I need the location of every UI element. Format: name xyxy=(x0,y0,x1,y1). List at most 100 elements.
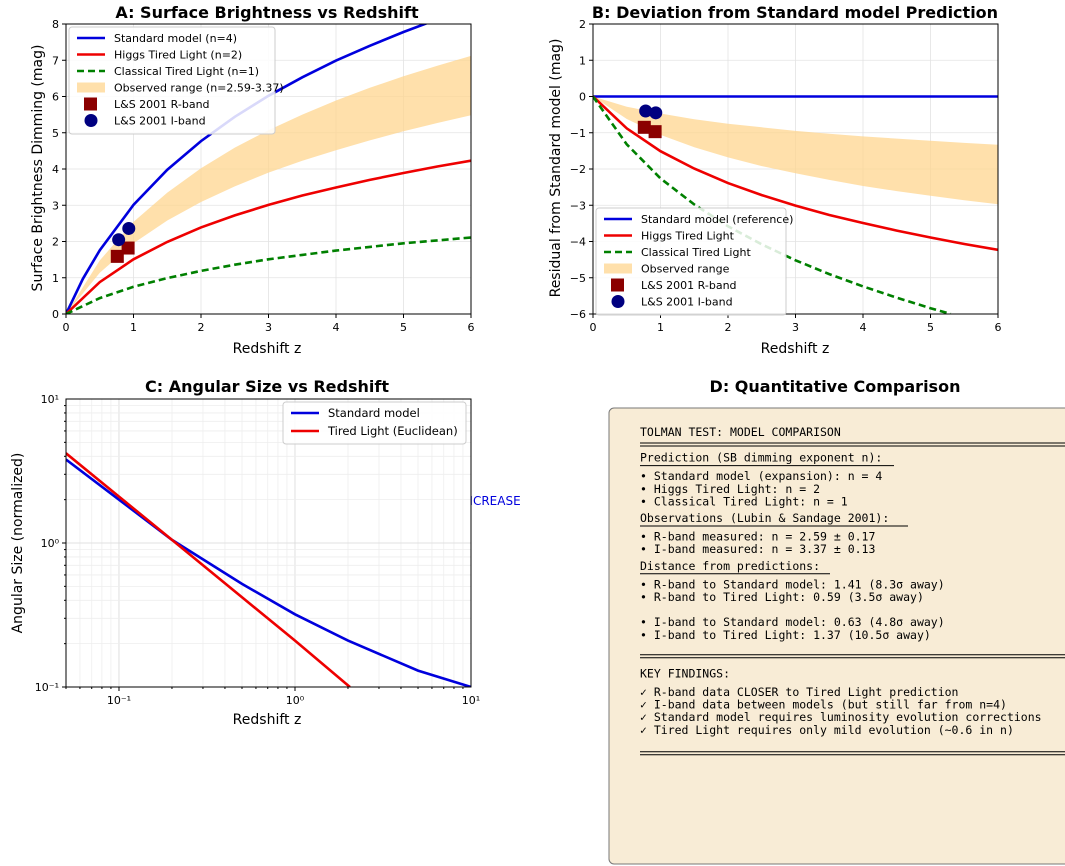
y-tick-label: 6 xyxy=(52,91,59,104)
d-finding: ✓ I-band data between models (but still … xyxy=(640,698,1007,712)
x-tick-label: 3 xyxy=(265,321,272,334)
legend-marker xyxy=(611,295,625,308)
panel-c-ylabel: Angular Size (normalized) xyxy=(10,453,26,634)
legend: Standard model (reference) Higgs Tired Li… xyxy=(595,207,793,316)
y-tick-label: −2 xyxy=(570,163,586,176)
iband-point xyxy=(649,106,663,120)
d-finding: ✓ Standard model requires luminosity evo… xyxy=(640,710,1042,724)
legend-box xyxy=(68,26,276,135)
panel-c-title: C: Angular Size vs Redshift xyxy=(145,377,389,396)
iband-point xyxy=(122,221,136,235)
plot-frame xyxy=(65,398,472,688)
rband-point xyxy=(121,241,135,255)
x-tick-label: 5 xyxy=(400,321,407,334)
d-line: • I-band measured: n = 3.37 ± 0.13 xyxy=(640,542,875,556)
legend-box xyxy=(595,207,787,316)
y-tick-label: −6 xyxy=(570,308,586,321)
series-line xyxy=(66,159,471,314)
y-tick-label: 8 xyxy=(52,18,59,31)
panel-b-ylabel: Residual from Standard model (mag) xyxy=(548,39,564,298)
d-line: • R-band measured: n = 2.59 ± 0.17 xyxy=(640,530,875,544)
y-tick-label: 5 xyxy=(52,127,59,140)
x-tick-label: 10¹ xyxy=(462,694,480,707)
legend-marker xyxy=(611,278,624,292)
d-line: • Classical Tired Light: n = 1 xyxy=(640,494,848,508)
legend: Standard model Tired Light (Euclidean) xyxy=(282,401,467,445)
x-tick-label: 6 xyxy=(995,321,1002,334)
legend-label: Standard model xyxy=(328,406,420,420)
x-tick-label: 4 xyxy=(333,321,340,334)
y-tick-label: 10⁰ xyxy=(41,537,60,550)
panel-d: D: Quantitative Comparison TOLMAN TEST: … xyxy=(608,377,1065,865)
panel-d-box xyxy=(608,407,1065,865)
panel-a-xlabel: Redshift z xyxy=(233,341,302,357)
legend-label: Observed range xyxy=(641,263,730,276)
x-tick-label: 5 xyxy=(927,321,934,334)
rband-point xyxy=(110,249,124,263)
x-tick-label: 0 xyxy=(63,321,70,334)
y-tick-label: 1 xyxy=(579,54,586,67)
iband-point xyxy=(639,104,653,118)
d-header: TOLMAN TEST: MODEL COMPARISON xyxy=(640,425,841,439)
d-heading: Observations (Lubin & Sandage 2001): xyxy=(640,511,889,525)
y-tick-label: 1 xyxy=(52,272,59,285)
d-line: • I-band to Tired Light: 1.37 (10.5σ awa… xyxy=(640,628,931,642)
x-tick-label: 0 xyxy=(590,321,597,334)
legend-label: Standard model (n=4) xyxy=(114,32,237,45)
d-heading: Distance from predictions: xyxy=(640,559,820,573)
legend-marker xyxy=(84,97,97,111)
y-tick-label: 7 xyxy=(52,54,59,67)
series-line xyxy=(593,95,998,252)
legend-label: L&S 2001 I-band xyxy=(641,296,733,309)
observed-range-band xyxy=(66,55,471,314)
observed-range-band xyxy=(593,96,998,205)
legend-label: Higgs Tired Light (n=2) xyxy=(114,49,242,62)
y-tick-label: 0 xyxy=(52,308,59,321)
y-tick-label: 2 xyxy=(579,18,586,31)
legend-swatch xyxy=(77,82,105,93)
d-finding: ✓ R-band data CLOSER to Tired Light pred… xyxy=(640,685,959,699)
rband-point xyxy=(648,125,662,139)
legend-label: Observed range (n=2.59-3.37) xyxy=(114,82,284,95)
legend-marker xyxy=(84,114,98,127)
legend-label: L&S 2001 R-band xyxy=(114,98,210,111)
panel-d-text: TOLMAN TEST: MODEL COMPARISON Prediction … xyxy=(640,425,1065,756)
panel-a: A: Surface Brightness vs Redshift Redshi… xyxy=(30,3,475,357)
series-line xyxy=(66,458,471,687)
iband-point xyxy=(112,233,126,247)
x-tick-label: 2 xyxy=(198,321,205,334)
series-line xyxy=(66,236,471,314)
legend-label: Tired Light (Euclidean) xyxy=(327,424,458,438)
legend-label: Standard model (reference) xyxy=(641,213,793,226)
d-line: • I-band to Standard model: 0.63 (4.8σ a… xyxy=(640,615,945,629)
legend-box xyxy=(282,401,467,445)
panel-a-title: A: Surface Brightness vs Redshift xyxy=(115,3,419,22)
y-tick-label: 2 xyxy=(52,236,59,249)
rband-point xyxy=(637,120,651,134)
panel-a-ylabel: Surface Brightness Dimming (mag) xyxy=(30,45,46,292)
d-line: • R-band to Tired Light: 0.59 (3.5σ away… xyxy=(640,590,924,604)
y-tick-label: 0 xyxy=(579,91,586,104)
x-tick-label: 4 xyxy=(860,321,867,334)
y-tick-label: 10⁻¹ xyxy=(35,681,59,694)
d-line: • Standard model (expansion): n = 4 xyxy=(640,469,882,483)
legend-label: L&S 2001 R-band xyxy=(641,279,737,292)
d-line: • R-band to Standard model: 1.41 (8.3σ a… xyxy=(640,577,945,591)
x-tick-label: 10⁻¹ xyxy=(107,694,131,707)
x-tick-label: 1 xyxy=(657,321,664,334)
legend-swatch xyxy=(604,263,632,274)
y-tick-label: −1 xyxy=(570,127,586,140)
y-tick-label: 4 xyxy=(52,163,59,176)
y-tick-label: −3 xyxy=(570,199,586,212)
series-line xyxy=(66,452,351,687)
panel-b: B: Deviation from Standard model Predict… xyxy=(548,3,1002,357)
x-tick-label: 2 xyxy=(725,321,732,334)
y-tick-label: 10¹ xyxy=(41,393,59,406)
legend-label: Classical Tired Light xyxy=(641,246,751,259)
panel-c: C: Angular Size vs Redshift Redshift z A… xyxy=(10,377,521,728)
y-tick-label: −5 xyxy=(570,272,586,285)
panel-c-xlabel: Redshift z xyxy=(233,712,302,728)
legend-label: Higgs Tired Light xyxy=(641,230,735,243)
y-tick-label: 3 xyxy=(52,199,59,212)
